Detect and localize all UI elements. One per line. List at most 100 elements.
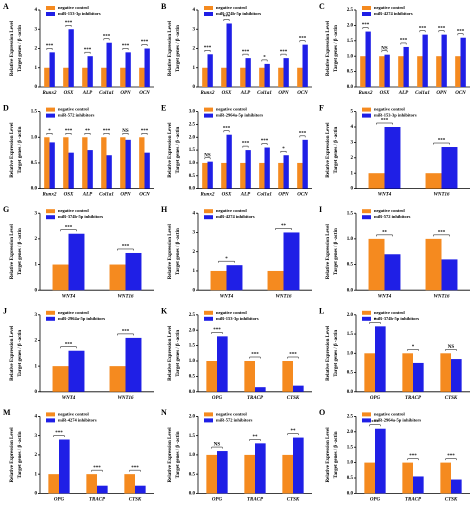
bar — [368, 238, 385, 291]
bar — [120, 67, 126, 87]
y-tick-label: 0.5 — [347, 476, 354, 481]
x-tick-label: CTSK — [445, 498, 458, 503]
legend-swatch — [204, 6, 213, 10]
y-tick-label: 0.5 — [347, 371, 354, 376]
y-tick-label: 1.0 — [31, 135, 38, 140]
x-tick-label: WNT16 — [433, 294, 450, 299]
y-axis-label: Relative Expression Level — [326, 427, 331, 483]
significance-bracket — [204, 157, 211, 160]
y-axis-label: Relative Expression Level — [10, 122, 15, 178]
legend-swatch — [204, 418, 213, 423]
bar — [283, 58, 289, 87]
panel-label: G — [3, 205, 9, 214]
x-tick-label: OPG — [370, 498, 381, 503]
x-tick-label: WNT16 — [117, 396, 134, 401]
legend-swatch — [46, 113, 55, 118]
x-tick-label: OPG — [54, 498, 65, 503]
x-tick-label: TRACP — [247, 396, 264, 401]
bar — [144, 48, 150, 87]
y-tick-label: 0 — [193, 85, 196, 90]
significance-label: *** — [213, 328, 221, 333]
significance-bracket — [369, 322, 381, 324]
x-tick-label: ALP — [82, 91, 93, 96]
bar — [240, 162, 246, 189]
y-tick-label: 0.0 — [189, 492, 196, 497]
y-tick-label: 2.5 — [347, 415, 354, 420]
significance-label: * — [263, 56, 266, 61]
y-tick-label: 1 — [35, 472, 38, 477]
significance-bracket — [65, 133, 72, 135]
significance-bracket — [376, 234, 393, 237]
significance-label: NS — [122, 129, 129, 134]
significance-bracket — [223, 19, 230, 21]
significance-label: *** — [65, 342, 73, 347]
significance-bracket — [46, 133, 53, 135]
bar — [425, 238, 442, 291]
panel-label: O — [319, 408, 325, 417]
panel-label: E — [161, 103, 166, 112]
legend-label: negative control — [216, 208, 248, 213]
bar — [417, 56, 423, 87]
y-tick-label: 3 — [35, 434, 38, 439]
legend-label: miR-4274 inhibitors — [374, 11, 413, 16]
x-tick-label: Runx2 — [201, 91, 215, 96]
y-axis-label: Relative Expression Level — [168, 325, 173, 381]
legend-label: negative control — [58, 107, 90, 112]
bar — [49, 52, 55, 87]
significance-bracket — [65, 25, 72, 27]
legend-swatch — [46, 209, 55, 214]
significance-bracket — [299, 135, 306, 138]
significance-label: NS — [204, 153, 211, 158]
y-axis-label: Target genes / β -actin — [334, 228, 339, 275]
y-tick-label: 0 — [351, 187, 354, 192]
significance-bracket — [242, 145, 249, 148]
significance-label: *** — [223, 15, 231, 20]
y-tick-label: 2 — [35, 237, 38, 242]
bar — [135, 485, 146, 494]
x-tick-label: Col1a1 — [99, 193, 114, 198]
panel: N Relative Expression Level Target genes /… — [161, 408, 312, 503]
bar — [124, 474, 135, 494]
y-tick-label: 1.5 — [31, 110, 38, 115]
significance-label: * — [374, 318, 377, 323]
y-tick-label: 1.5 — [189, 344, 196, 349]
legend-label: miR-4274 inhibitors — [216, 214, 255, 219]
panel: B Relative Expression Level Target genes /… — [161, 2, 312, 96]
significance-label: *** — [46, 44, 54, 49]
legend-swatch — [362, 6, 371, 10]
bar — [125, 139, 131, 189]
y-axis-label: Relative Expression Level — [168, 122, 173, 178]
legend-label: negative control — [216, 107, 248, 112]
legend-label: negative control — [58, 411, 90, 416]
y-tick-label: 2 — [35, 453, 38, 458]
bar — [120, 137, 126, 189]
significance-label: *** — [251, 353, 259, 358]
significance-label: *** — [299, 131, 307, 136]
bar — [221, 162, 227, 189]
y-tick-label: 1.0 — [189, 161, 196, 166]
y-tick-label: 2.5 — [347, 8, 354, 13]
panel-label: L — [319, 307, 324, 316]
y-axis-label: Target genes / β -actin — [18, 431, 23, 478]
y-axis-label: Relative Expression Level — [326, 224, 331, 280]
significance-label: *** — [141, 129, 149, 134]
significance-bracket — [223, 130, 230, 133]
bar — [44, 137, 50, 189]
legend-label: miR-2964a-5p inhibitors — [58, 316, 105, 321]
bar — [302, 44, 308, 87]
x-tick-label: OSX — [64, 91, 74, 96]
significance-label: *** — [84, 48, 92, 53]
y-tick-label: 0 — [35, 288, 38, 293]
significance-label: ** — [281, 224, 287, 229]
y-tick-label: 0.0 — [189, 390, 196, 395]
legend-swatch — [204, 209, 213, 214]
bar — [125, 252, 142, 291]
x-tick-label: WNT4 — [62, 396, 76, 401]
bar — [207, 54, 213, 87]
x-tick-label: OCN — [297, 193, 308, 198]
bar — [413, 362, 424, 392]
y-tick-label: 0.5 — [347, 70, 354, 75]
significance-bracket — [122, 48, 129, 50]
panel: H Relative Expression Level Target genes /… — [161, 205, 312, 299]
y-axis-label: Relative Expression Level — [326, 325, 331, 381]
